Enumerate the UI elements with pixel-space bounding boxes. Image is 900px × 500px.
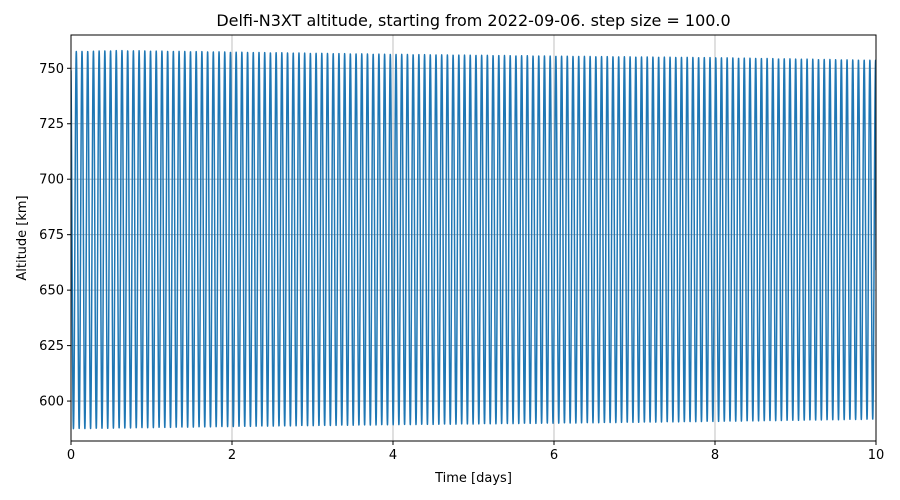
ticks: 0 2 4 6 8 10 600 625 650 675 700 725 750 xyxy=(39,62,884,463)
altitude-series-line xyxy=(71,49,876,430)
y-axis-label: Altitude [km] xyxy=(15,195,30,280)
y-tick-label: 725 xyxy=(39,117,64,132)
x-tick-label: 0 xyxy=(67,448,75,463)
x-tick-label: 2 xyxy=(228,448,236,463)
axes-frame xyxy=(70,34,877,442)
chart-title: Delfi-N3XT altitude, starting from 2022-… xyxy=(216,11,730,30)
x-tick-label: 8 xyxy=(711,448,719,463)
x-tick-label: 6 xyxy=(550,448,558,463)
x-axis-label: Time [days] xyxy=(434,471,512,486)
plot-area xyxy=(71,49,876,430)
y-tick-label: 700 xyxy=(39,173,64,188)
x-tick-label: 10 xyxy=(868,448,885,463)
y-tick-label: 650 xyxy=(39,284,64,299)
y-tick-label: 600 xyxy=(39,395,64,410)
y-tick-label: 750 xyxy=(39,62,64,77)
y-tick-label: 625 xyxy=(39,339,64,354)
y-tick-label: 675 xyxy=(39,228,64,243)
x-tick-label: 4 xyxy=(389,448,397,463)
